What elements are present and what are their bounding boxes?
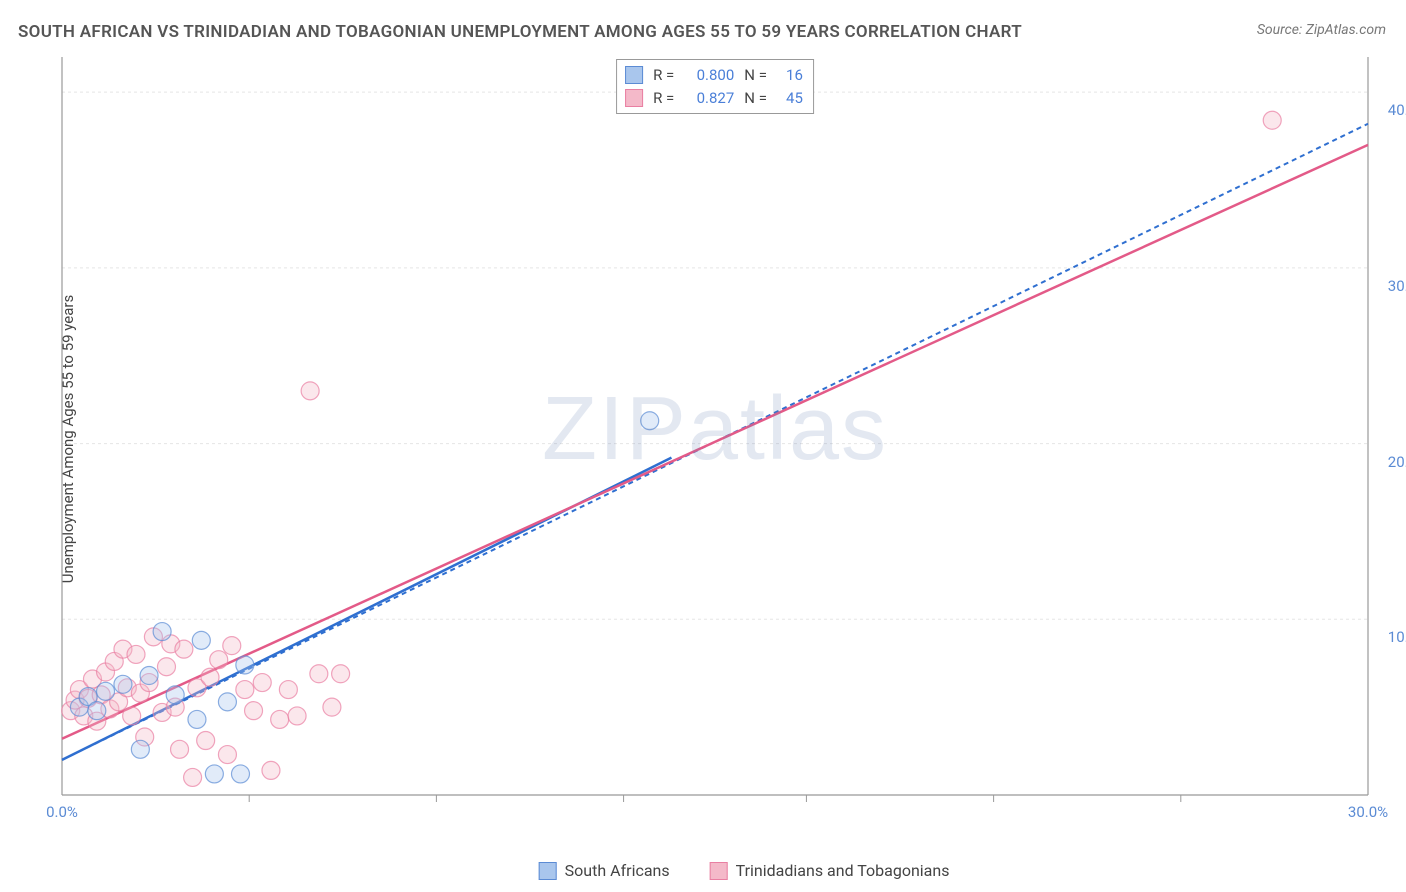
bottom-legend: South Africans Trinidadians and Tobagoni… [539, 861, 950, 880]
n-value-b: 45 [773, 87, 803, 110]
y-tick-label: 30.0% [1388, 277, 1406, 295]
source-value: ZipAtlas.com [1306, 22, 1386, 38]
n-label-a: N = [744, 64, 767, 87]
stats-row-a: R = 0.800 N = 16 [625, 64, 803, 87]
r-label-b: R = [653, 87, 674, 110]
r-value-a: 0.800 [680, 64, 734, 87]
chart-svg [60, 55, 1370, 825]
swatch-a [625, 66, 643, 84]
source-credit: Source: ZipAtlas.com [1257, 22, 1386, 38]
chart-title: SOUTH AFRICAN VS TRINIDADIAN AND TOBAGON… [18, 22, 1022, 42]
x-tick-label: 0.0% [46, 803, 78, 821]
r-label-a: R = [653, 64, 674, 87]
x-tick-label: 30.0% [1348, 803, 1388, 821]
legend-label-a: South Africans [565, 861, 670, 880]
y-tick-label: 40.0% [1388, 101, 1406, 119]
r-value-b: 0.827 [680, 87, 734, 110]
n-label-b: N = [744, 87, 767, 110]
y-tick-label: 20.0% [1388, 453, 1406, 471]
swatch-b [625, 89, 643, 107]
legend-item-a: South Africans [539, 861, 670, 880]
n-value-a: 16 [773, 64, 803, 87]
legend-label-b: Trinidadians and Tobagonians [736, 861, 950, 880]
stats-legend: R = 0.800 N = 16 R = 0.827 N = 45 [616, 59, 814, 114]
source-label: Source: [1257, 22, 1302, 38]
y-tick-label: 10.0% [1388, 628, 1406, 646]
legend-swatch-b [710, 862, 728, 880]
stats-row-b: R = 0.827 N = 45 [625, 87, 803, 110]
legend-swatch-a [539, 862, 557, 880]
scatter-chart: ZIPatlas R = 0.800 N = 16 R = 0.827 N = … [60, 55, 1370, 825]
legend-item-b: Trinidadians and Tobagonians [710, 861, 950, 880]
